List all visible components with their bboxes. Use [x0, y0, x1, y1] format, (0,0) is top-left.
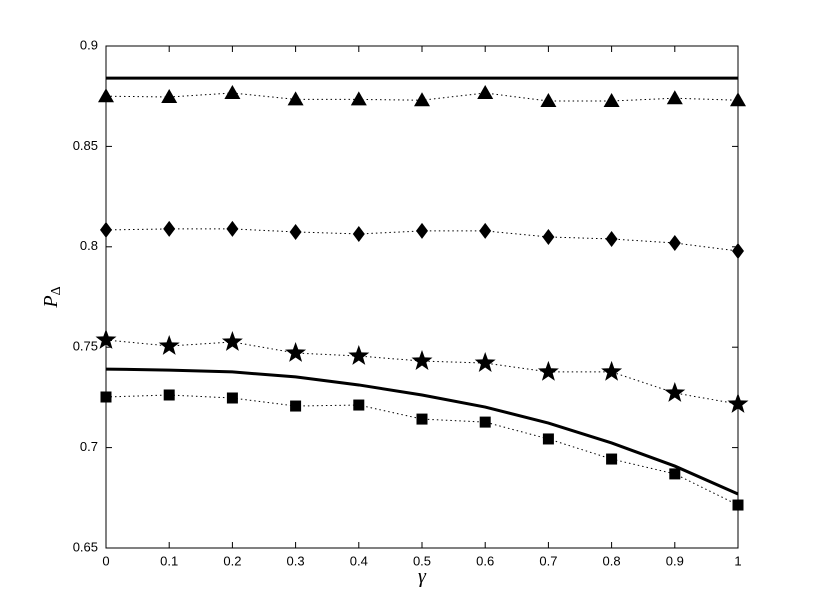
diamond-marker — [163, 220, 176, 237]
diamond-marker — [479, 222, 492, 239]
diamond-marker — [668, 234, 681, 251]
star-marker — [285, 342, 307, 362]
x-tick-label: 0.7 — [539, 553, 557, 568]
x-tick-label: 1 — [734, 553, 741, 568]
x-tick-label: 0.9 — [666, 553, 684, 568]
triangle-marker — [730, 92, 746, 107]
y-axis-label: PΔ — [40, 286, 65, 308]
star-marker — [348, 345, 370, 365]
square-marker — [542, 433, 554, 445]
x-tick-label: 0.6 — [476, 553, 494, 568]
square-marker — [163, 389, 175, 401]
y-tick-label: 0.7 — [80, 439, 98, 454]
triangle-marker — [603, 93, 620, 108]
star-marker — [537, 360, 559, 381]
star-marker — [221, 330, 243, 351]
x-tick-label: 0.5 — [413, 553, 431, 568]
square-marker — [732, 499, 744, 511]
triangle-marker — [414, 92, 430, 107]
square-marker — [290, 400, 302, 412]
triangle-marker — [666, 90, 683, 105]
triangle-marker — [161, 89, 178, 104]
y-tick-label: 0.9 — [80, 37, 98, 52]
star-marker — [474, 352, 496, 372]
diamond-marker — [226, 220, 239, 237]
square-marker — [606, 453, 618, 465]
triangle-marker — [287, 91, 304, 106]
diamond-marker — [605, 230, 618, 247]
x-tick-label: 0.8 — [603, 553, 621, 568]
diamond-marker — [352, 225, 365, 242]
x-tick-label: 0.2 — [223, 553, 241, 568]
square-marker — [479, 416, 491, 428]
triangle-marker — [224, 84, 241, 99]
x-tick-label: 0.4 — [350, 553, 368, 568]
star-marker — [95, 328, 117, 349]
triangle-marker — [98, 88, 114, 103]
y-label-base: P — [40, 295, 62, 308]
y-tick-label: 0.8 — [80, 238, 98, 253]
triangle-marker — [477, 84, 494, 99]
square-marker — [100, 391, 112, 403]
triangle-marker — [540, 93, 557, 108]
x-tick-label: 0.3 — [287, 553, 305, 568]
star-marker — [411, 350, 433, 370]
star-marker — [727, 393, 749, 413]
y-label-sub: Δ — [49, 286, 64, 295]
series-line — [105, 367, 739, 496]
x-axis-label: γ — [418, 566, 427, 588]
diamond-marker — [416, 222, 428, 239]
y-tick-label: 0.65 — [73, 539, 98, 554]
diamond-marker — [289, 223, 302, 240]
square-marker — [226, 392, 238, 404]
series-line — [105, 394, 739, 506]
diamond-marker — [542, 228, 555, 245]
square-marker — [416, 413, 428, 425]
star-marker — [664, 381, 686, 402]
x-tick-label: 0.1 — [160, 553, 178, 568]
star-marker — [601, 360, 623, 381]
triangle-marker — [350, 91, 367, 106]
square-marker — [353, 399, 365, 411]
diamond-marker — [732, 243, 744, 260]
star-marker — [158, 335, 180, 355]
square-marker — [669, 468, 681, 480]
x-tick-label: 0 — [102, 553, 109, 568]
y-tick-label: 0.75 — [73, 339, 98, 354]
y-tick-label: 0.85 — [73, 138, 98, 153]
diamond-marker — [100, 221, 112, 238]
plot-frame — [105, 45, 739, 549]
